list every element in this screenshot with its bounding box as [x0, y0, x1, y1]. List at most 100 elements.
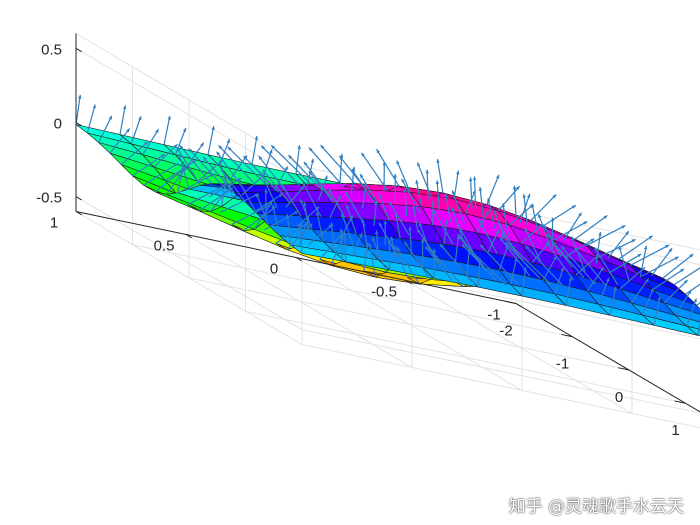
normal-vector-arrowhead — [495, 229, 499, 234]
normal-vector-arrow — [288, 154, 323, 191]
x-tick-mark — [561, 333, 573, 338]
normal-vector-arrowhead — [538, 213, 542, 218]
normal-vector-arrowhead — [500, 237, 504, 242]
normal-vector-arrow — [174, 127, 187, 156]
normal-vector-arrow — [618, 235, 653, 260]
normal-vector-arrow — [75, 94, 81, 125]
normal-vector-arrow — [308, 147, 345, 188]
normal-vector-arrowhead — [389, 201, 393, 206]
normal-vector-arrowhead — [144, 141, 148, 146]
normal-vector-arrowhead — [420, 238, 425, 243]
normal-vector-arrowhead — [203, 156, 207, 161]
normal-vector-arrow — [308, 223, 333, 246]
normal-vector-arrow — [651, 247, 673, 277]
normal-vector-arrow — [341, 213, 355, 247]
x-tick-label: 1 — [671, 422, 679, 439]
normal-vector-arrow — [98, 115, 113, 143]
normal-vector-arrow — [510, 257, 518, 285]
normal-vector-arrow — [609, 286, 617, 316]
normal-vector-arrowhead — [282, 184, 286, 189]
normal-vector-arrow — [639, 245, 647, 278]
normal-vector-arrow — [396, 160, 411, 193]
box-edge-line — [75, 33, 303, 167]
normal-vector-arrowhead — [477, 257, 482, 262]
normal-vector-arrowhead — [219, 162, 223, 167]
normal-vector-arrow — [253, 200, 273, 230]
normal-vector-arrowhead — [254, 135, 259, 140]
normal-vector-arrowhead — [297, 145, 301, 149]
normal-vector-arrow — [297, 216, 310, 247]
normal-vector-arrowhead — [595, 254, 600, 258]
normal-vector-arrowhead — [478, 218, 482, 223]
normal-vector-arrowhead — [228, 184, 232, 189]
normal-vector-arrowhead — [237, 177, 242, 182]
normal-vector-arrowhead — [514, 257, 518, 262]
normal-vector-arrowhead — [339, 155, 344, 160]
normal-vector-arrow — [545, 241, 575, 281]
normal-vector-arrowhead — [493, 210, 498, 215]
normal-vector-arrow — [285, 185, 305, 208]
normal-vector-arrowhead — [92, 104, 96, 109]
normal-vector-arrow — [553, 220, 588, 241]
normal-vector-arrowhead — [444, 219, 449, 224]
normal-vector-arrowhead — [680, 268, 685, 273]
normal-vector-arrowhead — [192, 159, 197, 164]
normal-vector-arrow — [469, 177, 473, 209]
normal-vector-arrowhead — [523, 267, 527, 272]
normal-vector-arrow — [221, 174, 227, 207]
normal-vector-arrow — [524, 245, 563, 286]
normal-vector-arrowhead — [368, 243, 372, 248]
y-tick-label: 1 — [50, 214, 58, 231]
normal-vector-arrow — [338, 155, 367, 191]
normal-vector-arrowhead — [650, 288, 654, 293]
normal-vector-arrow — [220, 193, 259, 213]
normal-vector-arrowhead — [425, 246, 429, 250]
normal-vector-arrowhead — [337, 234, 342, 239]
normal-vector-arrow — [378, 222, 399, 258]
normal-vector-arrow — [142, 128, 160, 155]
normal-vector-arrow — [531, 241, 551, 264]
normal-vector-arrow — [272, 204, 280, 236]
normal-vector-arrow — [270, 144, 312, 185]
normal-vector-arrow — [552, 241, 585, 278]
normal-vector-arrowhead — [378, 193, 382, 198]
normal-vector-arrow — [653, 296, 661, 326]
normal-vector-arrow — [260, 145, 301, 186]
normal-vector-arrow — [362, 182, 367, 209]
normal-vector-arrowhead — [303, 161, 308, 166]
normal-vector-arrowhead — [525, 245, 530, 250]
normal-vector-arrowhead — [226, 139, 230, 144]
normal-vector-arrowhead — [300, 199, 304, 204]
normal-vector-arrow — [238, 180, 258, 214]
normal-vector-arrowhead — [485, 211, 489, 216]
normal-vector-arrowhead — [361, 152, 365, 157]
normal-vector-arrow — [565, 276, 572, 306]
normal-vector-arrow — [416, 162, 433, 198]
normal-vector-arrowhead — [351, 166, 356, 171]
normal-vector-arrow — [439, 243, 475, 284]
normal-vector-arrow — [593, 247, 619, 286]
normal-vector-arrow — [586, 266, 605, 292]
normal-vector-arrowhead — [284, 166, 288, 171]
normal-vectors — [75, 94, 700, 336]
box-edge-line — [301, 166, 700, 251]
normal-vector-arrow — [295, 145, 301, 175]
normal-vector-arrow — [303, 161, 333, 200]
normal-vector-arrow — [209, 183, 233, 212]
normal-vector-arrowhead — [472, 176, 477, 181]
normal-vector-arrow — [585, 225, 626, 247]
normal-vector-arrow — [208, 177, 243, 198]
normal-vector-arrow — [252, 193, 283, 214]
z-tick-label: -0.5 — [36, 190, 62, 207]
normal-vector-arrow — [487, 197, 496, 229]
normal-vector-arrowhead — [178, 154, 182, 158]
normal-vector-arrow — [316, 211, 324, 242]
normal-vector-arrow — [542, 255, 558, 281]
normal-vector-arrowhead — [553, 255, 557, 260]
normal-vector-arrowhead — [432, 248, 437, 253]
normal-vector-arrowhead — [308, 171, 313, 175]
normal-vector-arrowhead — [167, 115, 171, 120]
watermark-text: 知乎 @灵魂歌手水云天 — [508, 497, 684, 517]
normal-vector-arrowhead — [378, 222, 383, 227]
normal-vector-arrow — [264, 210, 299, 231]
